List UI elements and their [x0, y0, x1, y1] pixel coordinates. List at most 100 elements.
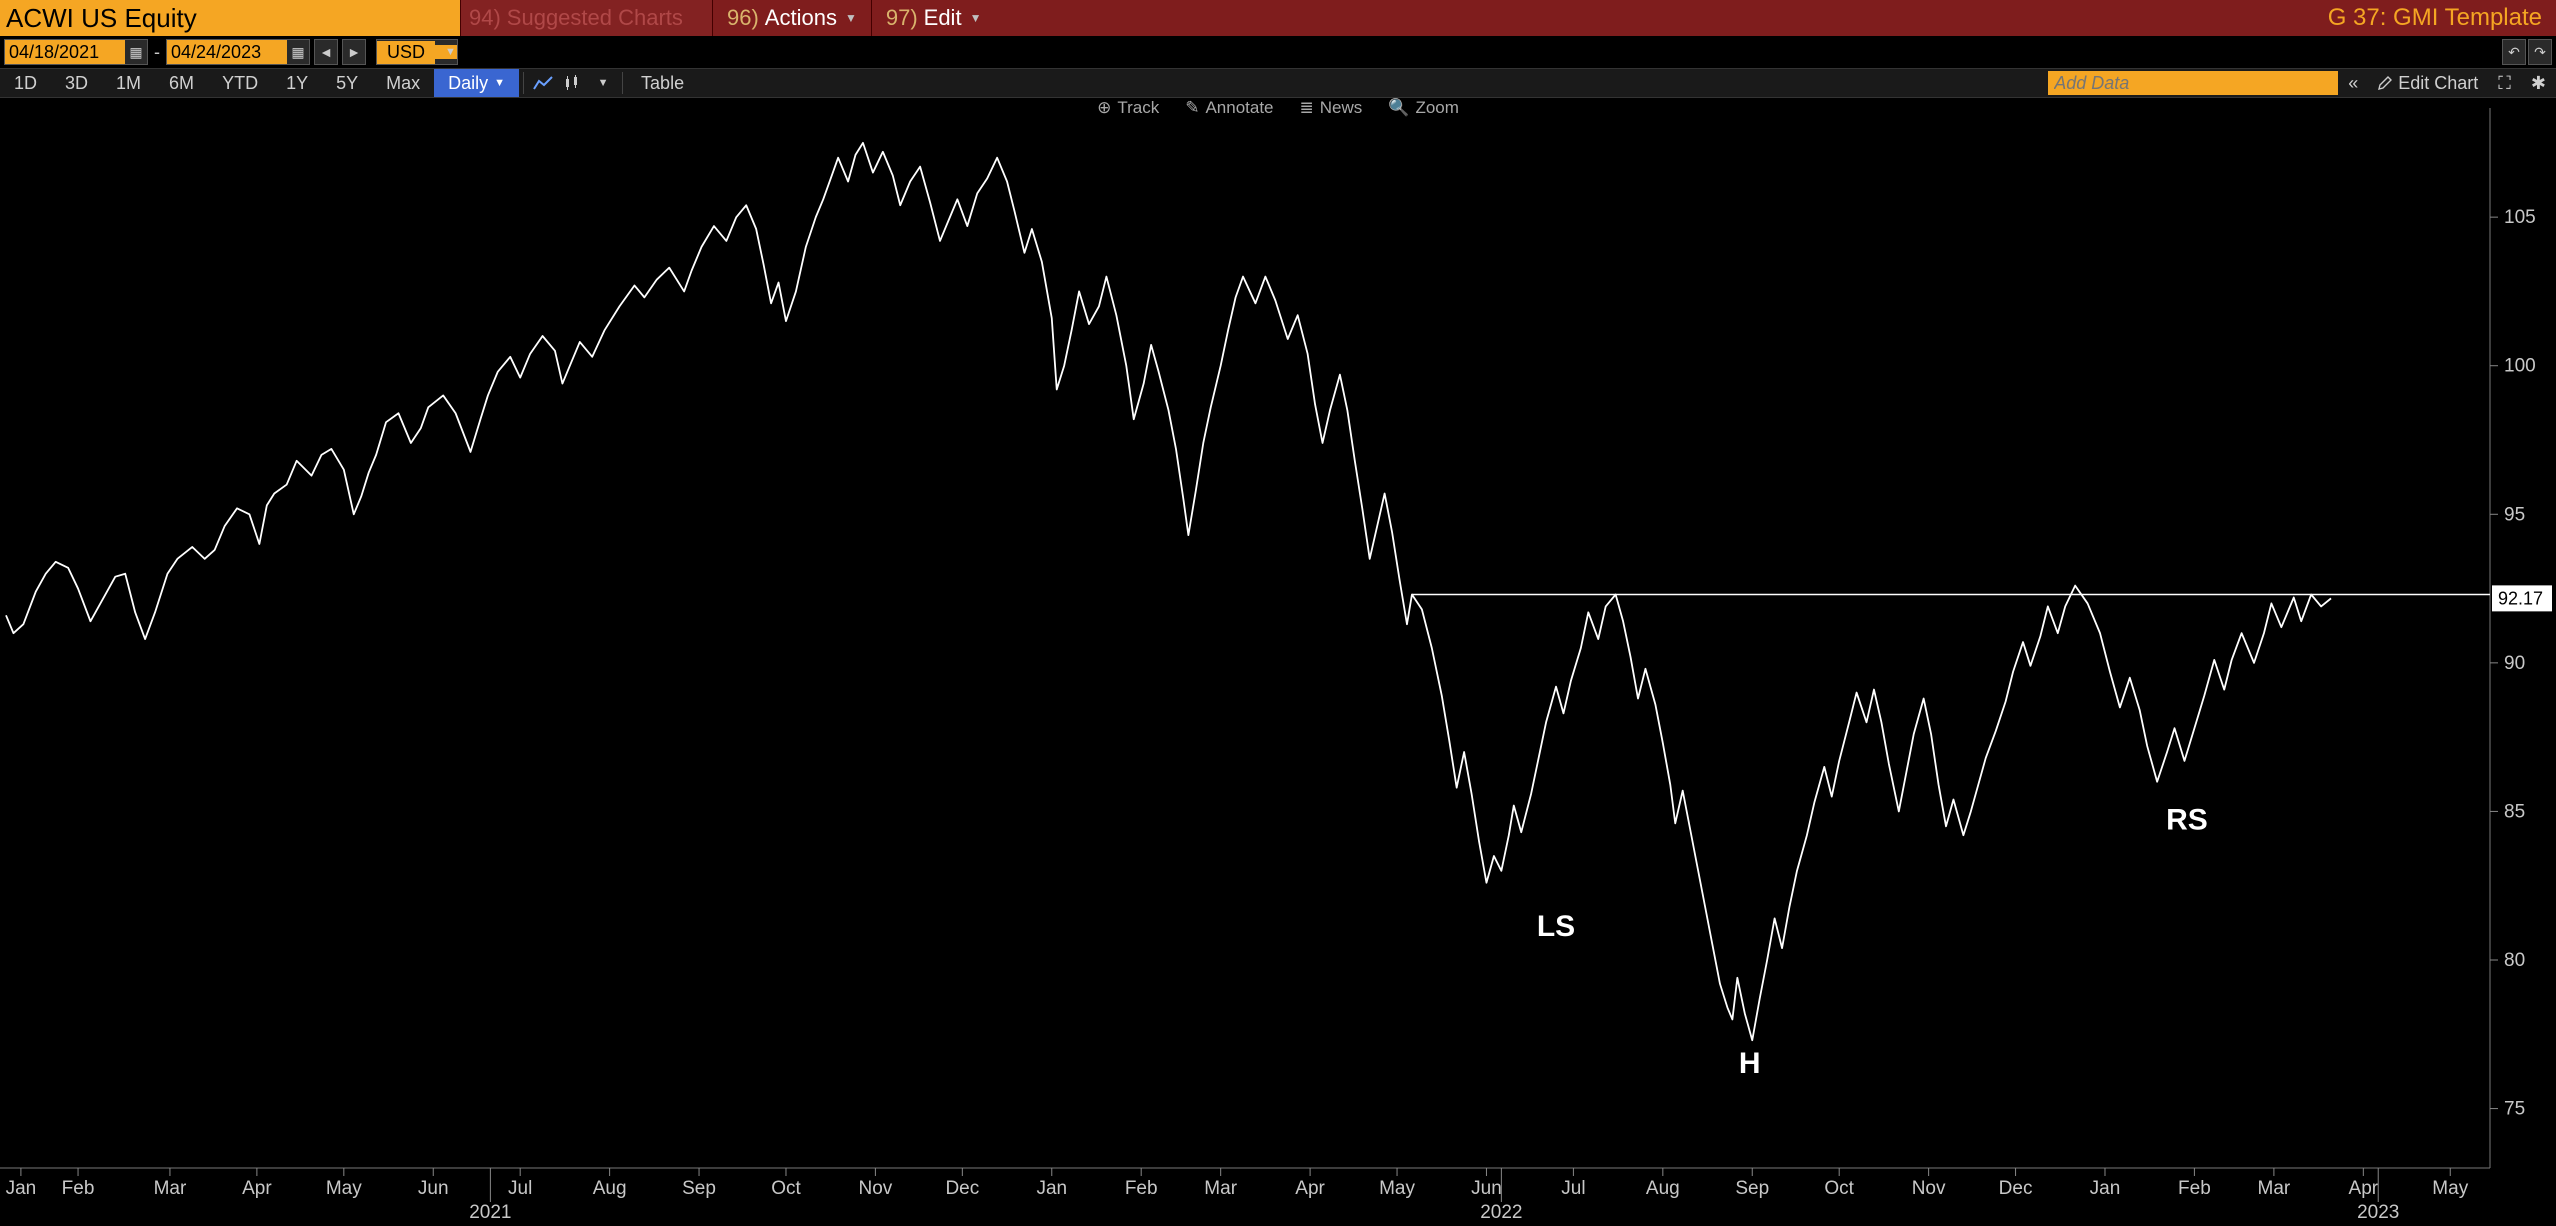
svg-text:Dec: Dec	[1999, 1178, 2033, 1199]
ticker-input[interactable]: ACWI US Equity	[0, 0, 460, 36]
svg-text:Jan: Jan	[6, 1178, 37, 1199]
svg-text:Oct: Oct	[771, 1178, 801, 1199]
svg-text:Jan: Jan	[2090, 1178, 2121, 1199]
svg-text:2022: 2022	[1480, 1202, 1522, 1223]
svg-text:105: 105	[2504, 207, 2536, 228]
menu-label: Edit	[924, 5, 962, 31]
maximize-button[interactable]: ⛶	[2488, 69, 2521, 97]
date-to-input[interactable]	[167, 40, 287, 64]
range-1y[interactable]: 1Y	[272, 69, 322, 97]
range-1d[interactable]: 1D	[0, 69, 51, 97]
redo-button[interactable]: ↷	[2528, 39, 2552, 65]
menu-num: 96)	[727, 5, 759, 31]
svg-text:H: H	[1739, 1047, 1761, 1080]
range-6m[interactable]: 6M	[155, 69, 208, 97]
svg-text:Jan: Jan	[1036, 1178, 1067, 1199]
svg-text:Apr: Apr	[1295, 1178, 1325, 1199]
caret-down-icon: ▼	[494, 77, 505, 89]
currency-value: USD	[377, 41, 435, 64]
svg-text:Mar: Mar	[2258, 1178, 2291, 1199]
svg-text:2021: 2021	[469, 1202, 511, 1223]
tool-zoom[interactable]: 🔍Zoom	[1388, 98, 1459, 118]
svg-text:LS: LS	[1537, 910, 1575, 943]
separator	[622, 72, 623, 94]
range-1m[interactable]: 1M	[102, 69, 155, 97]
svg-text:Aug: Aug	[1646, 1178, 1680, 1199]
date-to-box[interactable]: ▦	[166, 39, 310, 65]
track-icon: ⊕	[1097, 98, 1111, 118]
svg-text:Sep: Sep	[1735, 1178, 1769, 1199]
svg-text:75: 75	[2504, 1099, 2525, 1120]
svg-text:Oct: Oct	[1824, 1178, 1854, 1199]
svg-text:Aug: Aug	[593, 1178, 627, 1199]
edit-chart-label: Edit Chart	[2398, 73, 2478, 94]
news-icon: ≣	[1300, 98, 1314, 118]
range-3d[interactable]: 3D	[51, 69, 102, 97]
caret-down-icon: ▼	[845, 11, 857, 25]
zoom-icon: 🔍	[1388, 98, 1409, 118]
suggested-charts-button[interactable]: 94) Suggested Charts	[460, 0, 712, 36]
undo-button[interactable]: ↶	[2502, 39, 2526, 65]
line-chart-icon[interactable]	[528, 69, 558, 97]
svg-text:Dec: Dec	[945, 1178, 979, 1199]
date-from-input[interactable]	[5, 40, 125, 64]
frequency-value: Daily	[448, 73, 488, 94]
menu-label: Actions	[765, 5, 837, 31]
date-next-button[interactable]: ►	[342, 39, 366, 65]
svg-text:Jul: Jul	[1561, 1178, 1585, 1199]
chart-type-dropdown[interactable]: ▼	[588, 69, 618, 97]
caret-down-icon: ▼	[435, 45, 457, 59]
svg-text:Mar: Mar	[1204, 1178, 1237, 1199]
svg-text:May: May	[2432, 1178, 2468, 1199]
edit-chart-button[interactable]: Edit Chart	[2368, 69, 2488, 97]
menu-label: Suggested Charts	[507, 5, 683, 31]
frequency-select[interactable]: Daily ▼	[434, 69, 519, 97]
svg-text:Feb: Feb	[62, 1178, 95, 1199]
range-5y[interactable]: 5Y	[322, 69, 372, 97]
svg-text:Jul: Jul	[508, 1178, 532, 1199]
date-prev-button[interactable]: ◄	[314, 39, 338, 65]
candlestick-icon[interactable]	[558, 69, 588, 97]
svg-text:Apr: Apr	[242, 1178, 272, 1199]
template-label: G 37: GMI Template	[2314, 0, 2556, 36]
svg-text:May: May	[1379, 1178, 1415, 1199]
svg-text:Nov: Nov	[859, 1178, 893, 1199]
collapse-button[interactable]: «	[2338, 69, 2368, 97]
svg-text:Nov: Nov	[1912, 1178, 1946, 1199]
gear-icon: ✱	[2531, 73, 2546, 94]
svg-text:Feb: Feb	[2178, 1178, 2211, 1199]
svg-text:Feb: Feb	[1125, 1178, 1158, 1199]
tool-annotate[interactable]: ✎Annotate	[1185, 98, 1273, 118]
tool-news[interactable]: ≣News	[1300, 98, 1363, 118]
svg-text:2023: 2023	[2357, 1202, 2399, 1223]
calendar-icon[interactable]: ▦	[287, 44, 309, 61]
range-ytd[interactable]: YTD	[208, 69, 272, 97]
tool-track[interactable]: ⊕Track	[1097, 98, 1159, 118]
svg-text:90: 90	[2504, 653, 2525, 674]
svg-text:Mar: Mar	[154, 1178, 187, 1199]
svg-text:Jun: Jun	[1471, 1178, 1502, 1199]
annotate-icon: ✎	[1185, 98, 1199, 118]
calendar-icon[interactable]: ▦	[125, 44, 147, 61]
svg-text:85: 85	[2504, 801, 2525, 822]
add-data-input[interactable]	[2048, 71, 2338, 95]
svg-text:May: May	[326, 1178, 362, 1199]
menu-num: 97)	[886, 5, 918, 31]
currency-select[interactable]: USD ▼	[376, 39, 458, 65]
range-max[interactable]: Max	[372, 69, 434, 97]
menu-num: 94)	[469, 5, 501, 31]
price-chart[interactable]: 7580859095100105JanFebMarAprMayJunJulAug…	[0, 98, 2556, 1226]
table-button[interactable]: Table	[627, 69, 698, 97]
settings-button[interactable]: ✱	[2521, 69, 2556, 97]
edit-menu[interactable]: 97) Edit ▼	[871, 0, 996, 36]
actions-menu[interactable]: 96) Actions ▼	[712, 0, 871, 36]
date-from-box[interactable]: ▦	[4, 39, 148, 65]
svg-text:100: 100	[2504, 356, 2536, 377]
svg-text:Sep: Sep	[682, 1178, 716, 1199]
svg-text:RS: RS	[2166, 803, 2208, 836]
date-separator: -	[152, 42, 162, 63]
pencil-icon	[2378, 76, 2392, 90]
caret-down-icon: ▼	[970, 11, 982, 25]
svg-text:95: 95	[2504, 504, 2525, 525]
separator	[523, 72, 524, 94]
